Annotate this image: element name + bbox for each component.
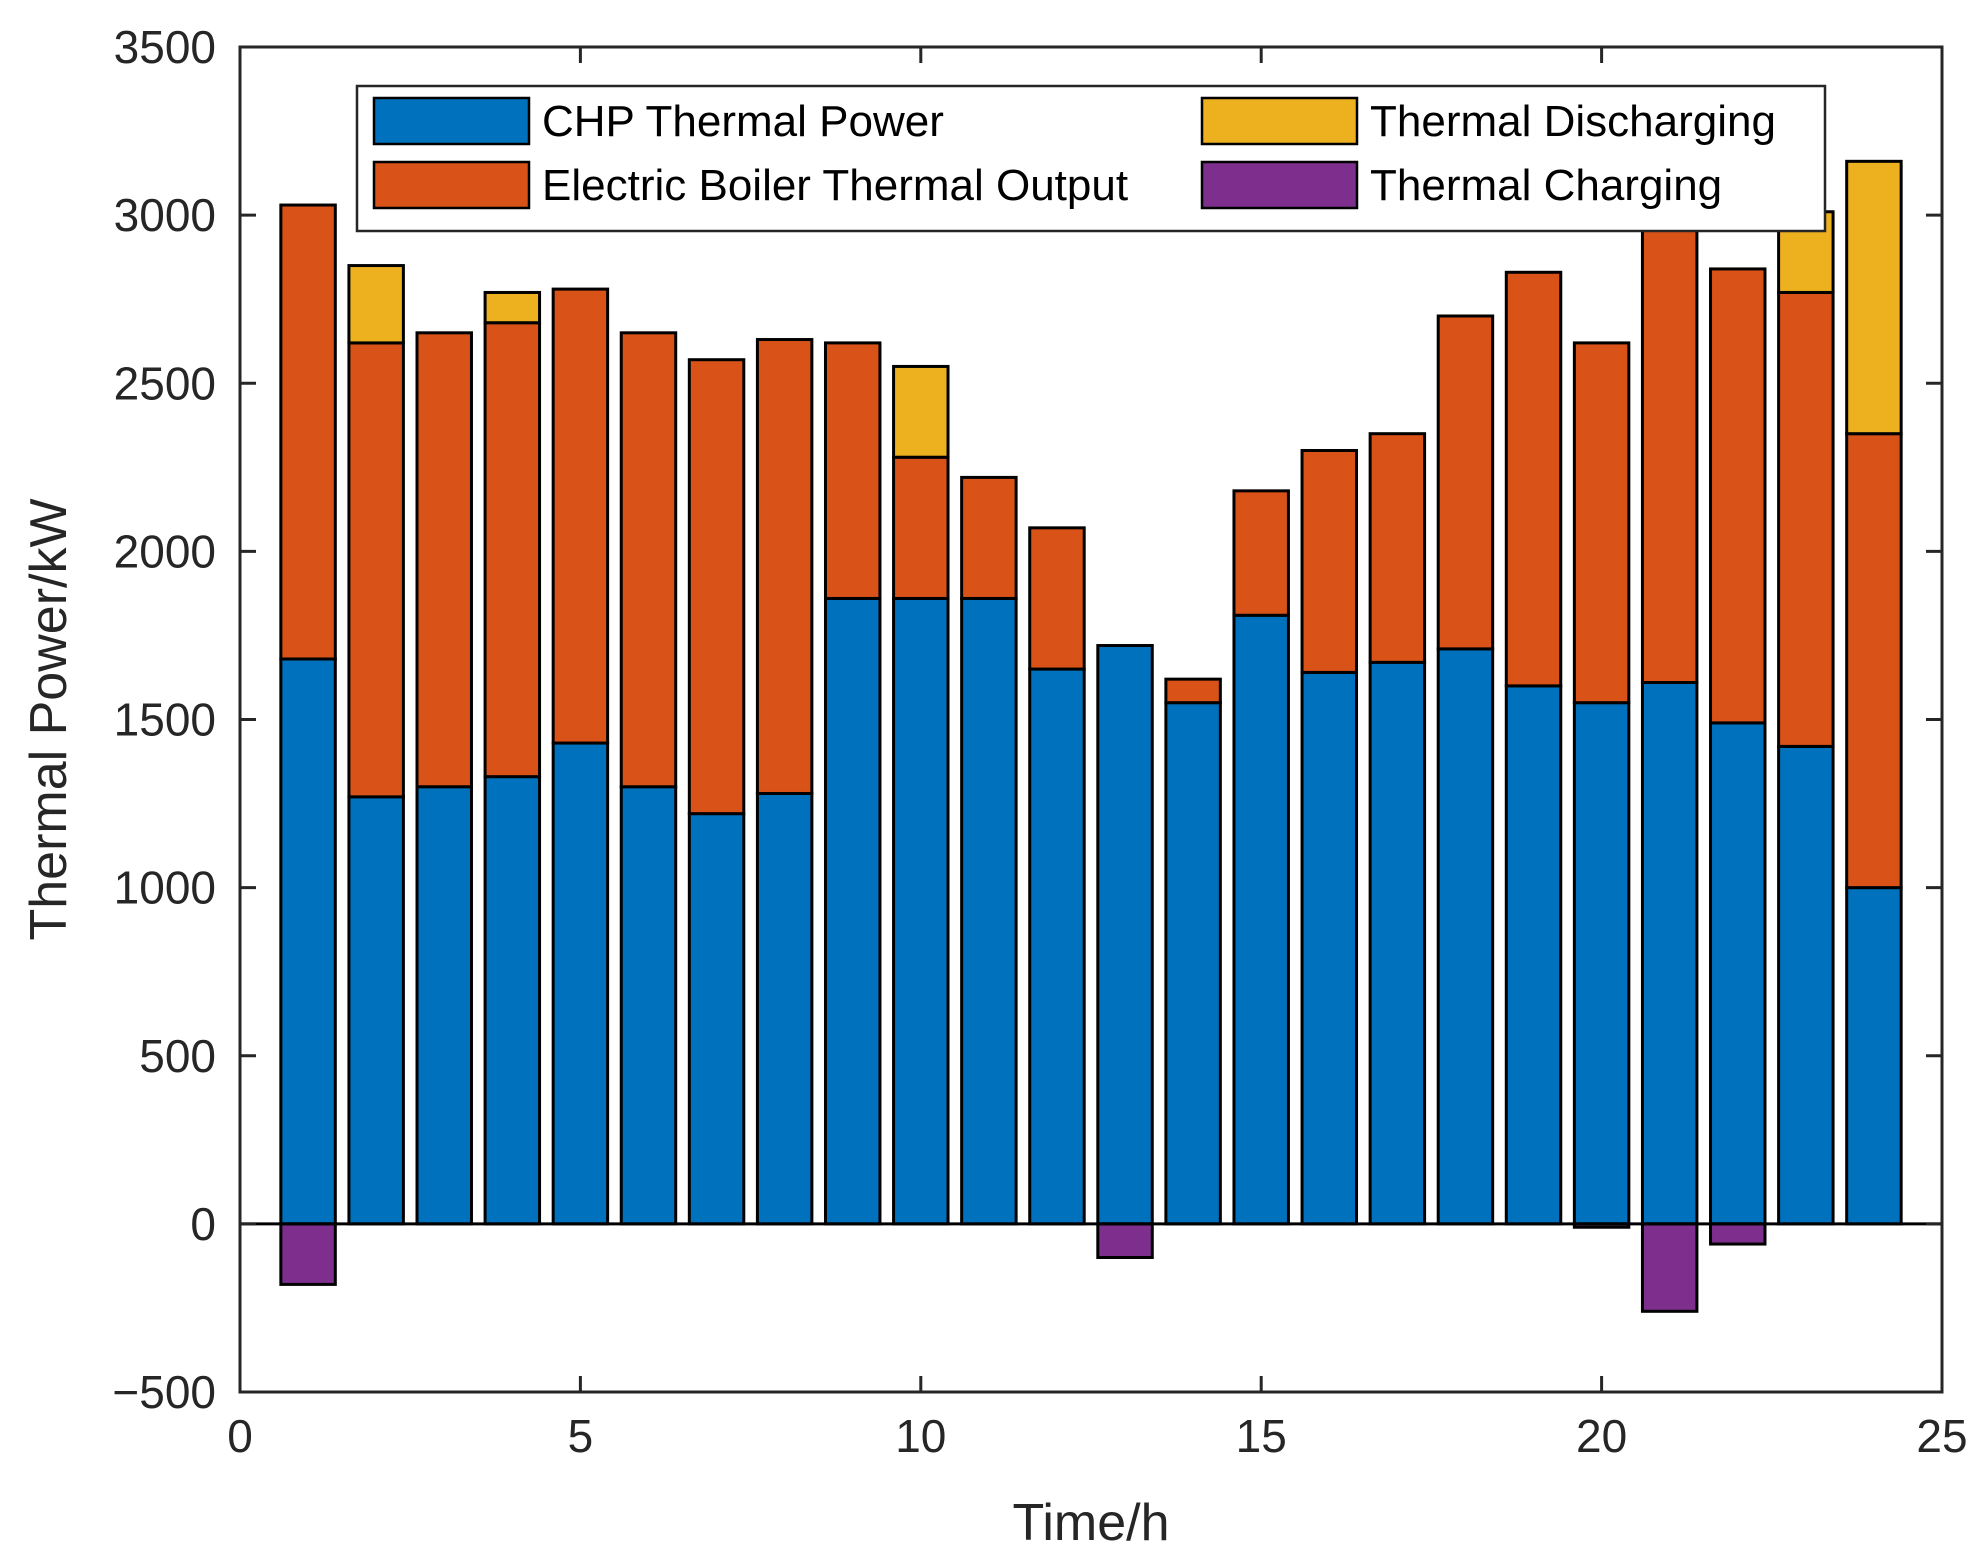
bar-thermal-discharging-10 (892, 364, 950, 459)
bar-chp-thermal-power-24 (1845, 886, 1903, 1226)
bar-electric-boiler-thermal-output-19 (1504, 270, 1563, 688)
y-tick-label: 0 (190, 1198, 216, 1250)
bar-thermal-charging-1 (279, 1222, 337, 1286)
bar-chp-thermal-power-17 (1368, 660, 1427, 1226)
bars-layer (279, 159, 1903, 1313)
bar-chp-thermal-power-11 (960, 596, 1018, 1226)
bar-electric-boiler-thermal-output-20 (1572, 341, 1631, 705)
bar-thermal-discharging-24 (1845, 159, 1903, 436)
y-tick-label: 2000 (114, 525, 216, 577)
bar-electric-boiler-thermal-output-3 (415, 331, 473, 789)
bar-electric-boiler-thermal-output-23 (1777, 290, 1835, 748)
y-axis-label: Thermal Power/kW (20, 498, 78, 940)
bar-electric-boiler-thermal-output-5 (551, 287, 610, 745)
bar-electric-boiler-thermal-output-12 (1028, 526, 1086, 671)
bar-chp-thermal-power-7 (687, 812, 746, 1226)
y-tick-label: 1500 (114, 694, 216, 746)
bar-chp-thermal-power-1 (279, 657, 337, 1226)
axes-layer: 0 5 10 15 20 25−50005001000150020002500300035… (112, 21, 1967, 1462)
bar-chp-thermal-power-5 (551, 741, 610, 1226)
bar-electric-boiler-thermal-output-11 (960, 475, 1018, 600)
bar-chp-thermal-power-20 (1572, 701, 1631, 1226)
bar-electric-boiler-thermal-output-9 (823, 341, 882, 600)
y-tick-label: 3000 (114, 189, 216, 241)
bar-chp-thermal-power-23 (1777, 744, 1835, 1226)
bar-electric-boiler-thermal-output-8 (755, 338, 814, 795)
y-tick-label: 3500 (114, 21, 216, 73)
legend-label: CHP Thermal Power (542, 97, 944, 146)
y-tick-label: −500 (112, 1366, 216, 1418)
bar-thermal-charging-22 (1709, 1222, 1767, 1246)
bar-chp-thermal-power-15 (1232, 613, 1290, 1226)
legend-box (355, 84, 1827, 233)
bar-electric-boiler-thermal-output-21 (1640, 227, 1699, 685)
legend-swatch (1200, 96, 1359, 146)
bar-electric-boiler-thermal-output-24 (1845, 432, 1903, 890)
x-axis-label: Time/h (1013, 1494, 1170, 1552)
bar-electric-boiler-thermal-output-14 (1164, 677, 1222, 705)
legend-label: Thermal Discharging (1370, 97, 1776, 146)
x-tick-label: 15 (1236, 1410, 1287, 1462)
bar-thermal-charging-21 (1640, 1222, 1699, 1313)
bar-electric-boiler-thermal-output-18 (1436, 314, 1495, 651)
legend-swatch (1200, 160, 1359, 210)
bar-electric-boiler-thermal-output-4 (483, 321, 542, 779)
bar-chp-thermal-power-6 (619, 785, 678, 1226)
bar-chp-thermal-power-10 (892, 596, 950, 1226)
bar-chp-thermal-power-12 (1028, 667, 1086, 1226)
bar-chp-thermal-power-21 (1640, 681, 1699, 1226)
bar-electric-boiler-thermal-output-10 (892, 455, 950, 600)
bar-thermal-discharging-2 (347, 264, 405, 345)
bar-chp-thermal-power-19 (1504, 684, 1563, 1226)
bar-electric-boiler-thermal-output-16 (1300, 449, 1359, 674)
bar-chp-thermal-power-9 (823, 596, 882, 1226)
legend: CHP Thermal Power Electric Boiler Thermal… (355, 84, 1827, 233)
legend-label: Thermal Charging (1370, 161, 1722, 210)
bar-electric-boiler-thermal-output-2 (347, 341, 405, 799)
bar-electric-boiler-thermal-output-15 (1232, 489, 1290, 617)
legend-swatch (372, 96, 531, 146)
y-tick-label: 2500 (114, 357, 216, 409)
bar-electric-boiler-thermal-output-22 (1709, 267, 1767, 725)
legend-label: Electric Boiler Thermal Output (542, 161, 1128, 210)
bar-chp-thermal-power-14 (1164, 701, 1222, 1226)
x-tick-label: 10 (895, 1410, 946, 1462)
bar-chp-thermal-power-2 (347, 795, 405, 1226)
x-tick-label: 25 (1916, 1410, 1967, 1462)
bar-chp-thermal-power-18 (1436, 647, 1495, 1226)
x-tick-label: 0 (227, 1410, 253, 1462)
x-tick-label: 5 (568, 1410, 594, 1462)
bar-chp-thermal-power-4 (483, 775, 542, 1226)
bar-chp-thermal-power-8 (755, 791, 814, 1226)
x-tick-label: 20 (1576, 1410, 1627, 1462)
bar-chp-thermal-power-13 (1096, 644, 1154, 1226)
bar-electric-boiler-thermal-output-7 (687, 358, 746, 816)
bar-chp-thermal-power-22 (1709, 721, 1767, 1226)
legend-swatch (372, 160, 531, 210)
bar-chp-thermal-power-16 (1300, 670, 1359, 1226)
bar-electric-boiler-thermal-output-6 (619, 331, 678, 789)
y-tick-label: 1000 (114, 862, 216, 914)
bar-chp-thermal-power-3 (415, 785, 473, 1226)
y-tick-label: 500 (139, 1030, 216, 1082)
bar-electric-boiler-thermal-output-17 (1368, 432, 1427, 664)
bar-electric-boiler-thermal-output-1 (279, 203, 337, 661)
bar-thermal-charging-13 (1096, 1222, 1154, 1259)
bar-thermal-discharging-4 (483, 290, 542, 325)
